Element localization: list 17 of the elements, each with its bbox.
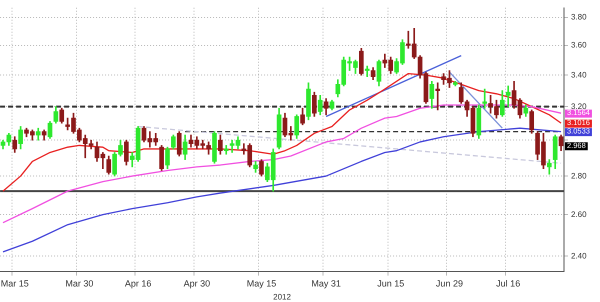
y-tick-label: 3.40 — [571, 70, 588, 80]
x-tick-label: May 31 — [311, 278, 341, 288]
x-tick-label: May 15 — [246, 278, 276, 288]
y-tick-label: 2.80 — [571, 171, 588, 180]
x-axis-title: 2012 — [273, 292, 292, 302]
x-tick-label: Apr 16 — [124, 278, 152, 288]
x-tick-label: Jul 16 — [496, 278, 520, 288]
y-tick-label: 3.80 — [571, 12, 588, 22]
x-tick-label: Apr 30 — [184, 278, 210, 288]
y-tick-label: 2.60 — [571, 210, 588, 219]
y-tick-label: 3.60 — [571, 40, 588, 50]
x-tick-label: Mar 30 — [65, 278, 94, 288]
x-tick-label: Jun 15 — [377, 278, 404, 288]
y-tick-label: 2.40 — [571, 251, 588, 260]
x-tick-label: Jun 29 — [436, 278, 463, 288]
y-tick-label: 3.20 — [571, 102, 588, 111]
x-tick-label: Mar 15 — [0, 278, 29, 288]
